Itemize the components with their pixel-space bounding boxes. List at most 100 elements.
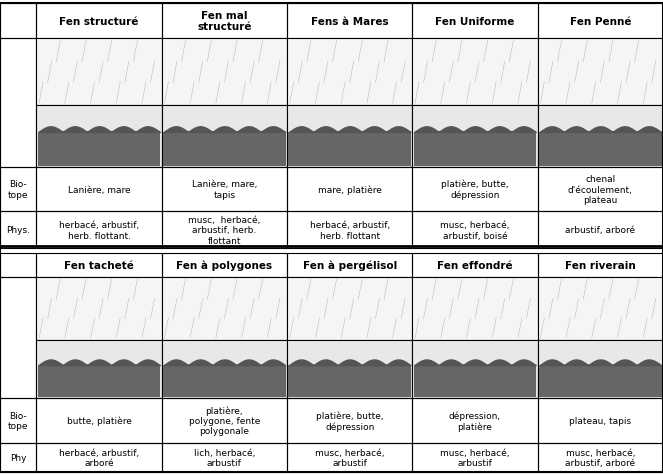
Text: musc, herbacé,
arbustif: musc, herbacé, arbustif [440,448,510,467]
Bar [0,278,36,398]
Bar [287,212,412,249]
Bar [36,106,162,168]
Bar [538,340,663,398]
Bar [287,4,412,40]
Bar [38,133,160,167]
Bar [0,168,36,212]
Bar [0,4,36,40]
Bar [412,278,538,340]
Bar [287,254,412,278]
Bar [538,4,663,40]
Text: arbustif, arboré: arbustif, arboré [566,226,635,235]
Text: musc, herbacé,
arbustif, arboré: musc, herbacé, arbustif, arboré [566,448,635,467]
Bar [36,212,162,249]
Text: herbacé, arbustif,
arboré: herbacé, arbustif, arboré [59,448,139,467]
Bar [412,168,538,212]
Text: platière, butte,
dépression: platière, butte, dépression [316,410,383,431]
Text: chenal
d'écoulement,
plateau: chenal d'écoulement, plateau [568,175,633,205]
Text: Lanière, mare,
tapis: Lanière, mare, tapis [192,180,257,199]
Bar [288,133,411,167]
Bar [538,398,663,443]
Text: lich, herbacé,
arbustif: lich, herbacé, arbustif [194,448,255,467]
Bar [162,168,287,212]
Bar [412,443,538,472]
Text: Phy: Phy [10,453,27,462]
Text: musc,  herbacé,
arbustif, herb.
flottant: musc, herbacé, arbustif, herb. flottant [188,216,261,245]
Bar [287,340,412,398]
Bar [412,4,538,40]
Bar [539,133,662,167]
Text: herbacé, arbustif,
herb. flottant.: herbacé, arbustif, herb. flottant. [59,221,139,240]
Bar [162,254,287,278]
Bar [412,212,538,249]
Text: Fen riverain: Fen riverain [565,261,636,270]
Text: Fen à polygones: Fen à polygones [176,260,272,271]
Text: musc, herbacé,
arbustif: musc, herbacé, arbustif [315,448,385,467]
Bar [287,168,412,212]
Bar [36,4,162,40]
Bar [162,443,287,472]
Bar [287,106,412,168]
Bar [36,340,162,398]
Bar [162,212,287,249]
Bar [0,254,36,278]
Text: mare, platière: mare, platière [318,185,382,194]
Bar [538,278,663,340]
Bar [414,366,536,397]
Text: butte, platière: butte, platière [67,416,131,425]
Text: Fen tacheté: Fen tacheté [64,261,134,270]
Bar [36,168,162,212]
Text: Phys.: Phys. [6,226,30,235]
Bar [287,398,412,443]
Bar [538,212,663,249]
Bar [538,168,663,212]
Text: Lanière, mare: Lanière, mare [68,185,131,194]
Bar [287,443,412,472]
Text: musc, herbacé,
arbustif, boisé: musc, herbacé, arbustif, boisé [440,221,510,240]
Bar [162,340,287,398]
Bar [538,40,663,106]
Bar [287,40,412,106]
Text: dépression,
platière: dépression, platière [449,410,501,431]
Bar [36,443,162,472]
Bar [0,443,36,472]
Bar [538,254,663,278]
Bar [162,4,287,40]
Text: Fen Penné: Fen Penné [570,17,631,27]
Bar [412,106,538,168]
Text: Bio-
tope: Bio- tope [8,180,29,199]
Text: Fen Uniforme: Fen Uniforme [436,17,514,27]
Bar [412,254,538,278]
Text: Fens à Mares: Fens à Mares [311,17,389,27]
Bar [36,40,162,106]
Text: Fen structuré: Fen structuré [60,17,139,27]
Bar [288,366,411,397]
Text: plateau, tapis: plateau, tapis [570,416,631,425]
Bar [0,212,36,249]
Bar [0,398,36,443]
Bar [36,278,162,340]
Bar [162,398,287,443]
Text: platière, butte,
dépression: platière, butte, dépression [442,179,509,200]
Bar [162,106,287,168]
Bar [163,133,286,167]
Text: Fen mal
structuré: Fen mal structuré [197,11,252,32]
Bar [36,398,162,443]
Bar [163,366,286,397]
Bar [538,106,663,168]
Bar [0,40,36,168]
Text: Bio-
tope: Bio- tope [8,411,29,430]
Bar [38,366,160,397]
Bar [162,278,287,340]
Text: platière,
polygone, fente
polygonale: platière, polygone, fente polygonale [189,405,260,436]
Bar [539,366,662,397]
Bar [36,254,162,278]
Bar [412,40,538,106]
Bar [162,40,287,106]
Bar [287,278,412,340]
Bar [412,340,538,398]
Bar [414,133,536,167]
Text: Fen à pergélisol: Fen à pergélisol [302,260,397,271]
Text: herbacé, arbustif,
herb. flottant: herbacé, arbustif, herb. flottant [310,221,390,240]
Text: Fen effondré: Fen effondré [437,261,513,270]
